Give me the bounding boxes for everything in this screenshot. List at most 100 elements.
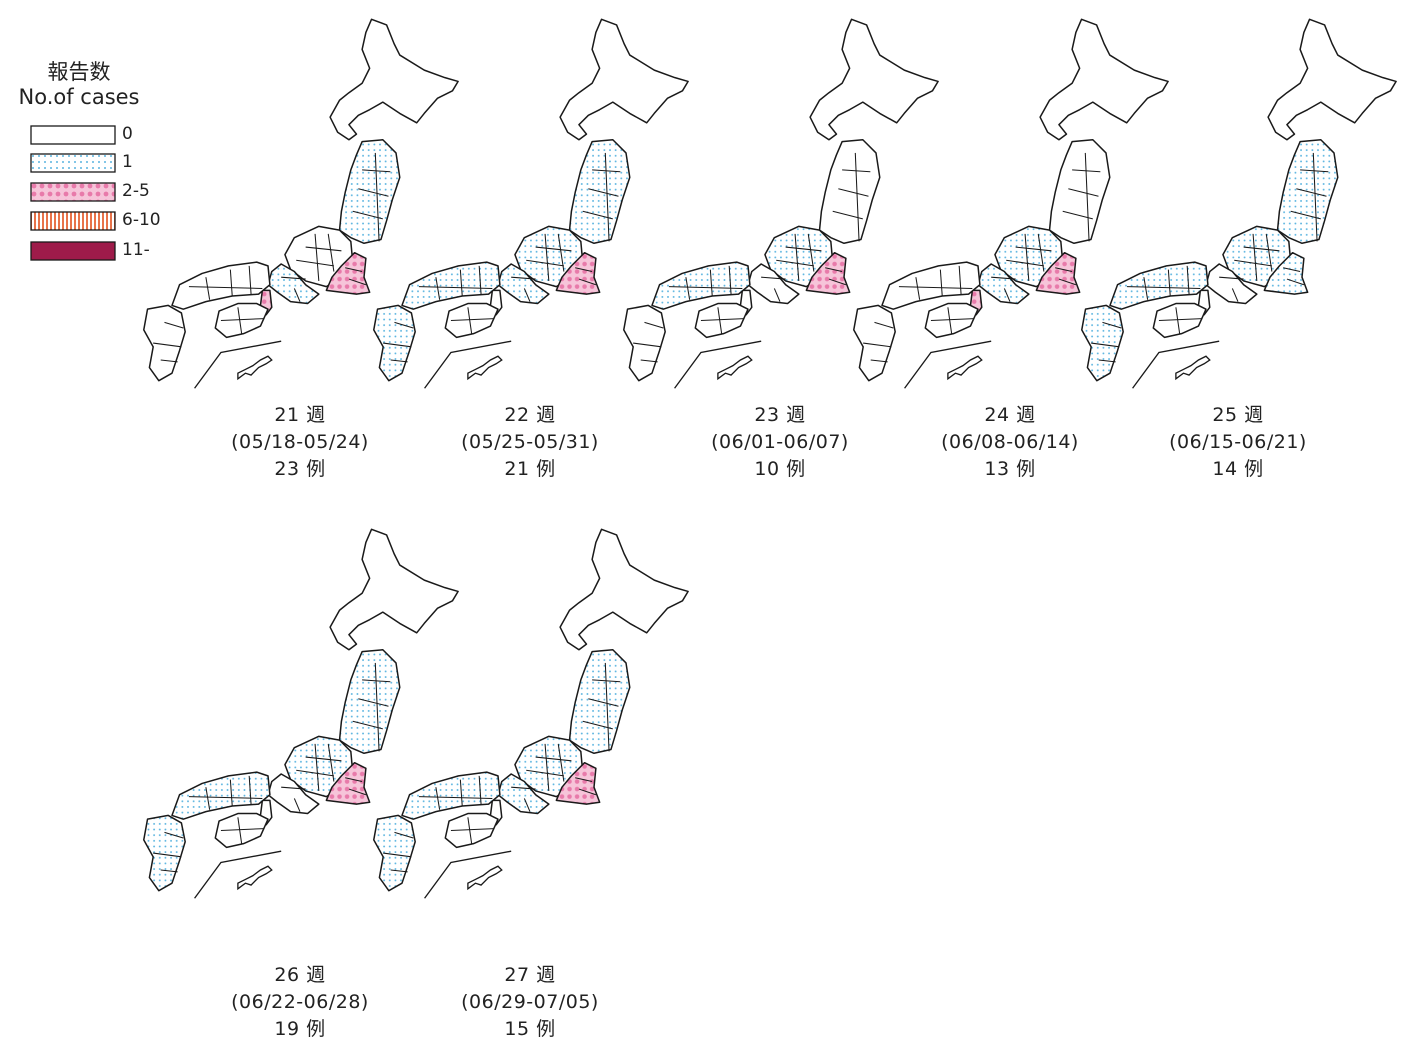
prefecture-border [578,788,597,796]
region-kyushu [853,304,896,382]
legend-swatch [30,211,116,231]
region-shikoku [924,302,979,339]
prefecture-border [1058,278,1077,286]
legend-label: 0 [122,124,133,144]
prefecture-border [776,259,814,267]
prefecture-border [229,779,233,807]
map-caption: 21 週 (05/18-05/24) 23 例 [140,402,460,483]
legend-title-ja: 報告数 [47,60,111,84]
prefecture-border [863,342,892,348]
legend-item: 11- [30,240,190,261]
prefecture-border [874,321,894,329]
prefecture-border [958,265,962,295]
prefecture-border [293,288,301,302]
prefecture-border [418,796,493,799]
map-date-range: (05/18-05/24) [231,431,369,453]
prefecture-border [390,359,408,363]
region-chugoku [1109,261,1209,310]
prefecture-border [640,359,658,363]
weekly-map-panel: 22 週 (05/25-05/31) 21 例 [370,0,690,480]
prefecture-border [1102,321,1122,329]
prefecture-border [164,321,184,329]
legend-label: 11- [122,240,150,260]
region-shikoku [214,812,269,849]
prefecture-border [773,288,781,302]
prefecture-border [153,342,182,348]
prefecture-border [348,788,367,796]
prefecture-border [523,798,531,812]
region-hokkaido [1039,18,1169,141]
legend-label: 2-5 [122,181,150,201]
prefecture-border [523,288,531,302]
legend-item: 1 [30,152,190,173]
prefecture-border [305,756,342,762]
prefecture-border [575,267,593,273]
region-okinawa [237,355,273,381]
prefecture-border [1186,265,1190,295]
map-date-range: (06/01-06/07) [711,431,849,453]
region-shikoku [444,812,499,849]
prefecture-border [511,276,536,280]
prefecture-border [1143,277,1149,300]
region-hokkaido [809,18,939,141]
prefecture-border [394,321,414,329]
region-chugoku [171,771,271,820]
legend-label: 6-10 [122,210,161,230]
prefecture-border [281,276,306,280]
map-week-label: 22 週 [504,404,556,426]
prefecture-border [644,321,664,329]
prefecture-border [544,743,550,791]
prefecture-border [374,662,380,752]
prefecture-border [467,817,473,844]
map-caption: 26 週 (06/22-06/28) 19 例 [140,962,460,1043]
japan-map [373,18,689,389]
legend-title-en: No.of cases [18,85,140,109]
prefecture-border [828,278,847,286]
prefecture-border [1006,259,1044,267]
prefecture-border [825,267,843,273]
prefecture-border [418,286,493,289]
prefecture-border [296,259,334,267]
prefecture-border [358,698,389,707]
japan-map [853,18,1169,389]
region-kyushu [373,304,416,382]
prefecture-border [390,869,408,873]
japan-map [1081,18,1397,389]
okinawa-inset-divider [904,340,992,389]
weekly-map-panel: 21 週 (05/18-05/24) 23 例 [140,0,460,480]
map-caption: 27 週 (06/29-07/05) 15 例 [370,962,690,1043]
prefecture-border [478,775,482,805]
region-okinawa [237,865,273,891]
map-date-range: (06/08-06/14) [941,431,1079,453]
prefecture-border [535,756,572,762]
prefecture-border [220,828,265,831]
prefecture-border [229,269,233,297]
region-kyushu [143,814,186,892]
okinawa-inset-divider [674,340,762,389]
prefecture-border [220,318,265,321]
map-week-label: 25 週 [1212,404,1264,426]
prefecture-border [761,276,786,280]
map-case-count: 15 例 [504,1018,556,1040]
prefecture-border [604,662,610,752]
map-case-count: 21 例 [504,458,556,480]
map-date-range: (05/25-05/31) [461,431,599,453]
region-kanto [325,251,371,295]
prefecture-border [450,828,495,831]
prefecture-border [1126,286,1201,289]
prefecture-border [1312,152,1318,242]
prefecture-border [588,698,619,707]
prefecture-border [205,277,211,300]
prefecture-border [794,233,800,281]
prefecture-border [374,152,380,242]
legend-swatch [30,153,116,173]
map-legend: 報告数 No.of cases 0 1 2-5 6-10 11- [0,0,200,270]
prefecture-border [915,277,921,300]
map-date-range: (06/15-06/21) [1169,431,1307,453]
region-kyushu [1081,304,1124,382]
prefecture-border [991,276,1016,280]
legend-swatch [30,125,116,145]
prefecture-border [205,787,211,810]
prefecture-border [1231,288,1239,302]
prefecture-border [717,307,723,334]
